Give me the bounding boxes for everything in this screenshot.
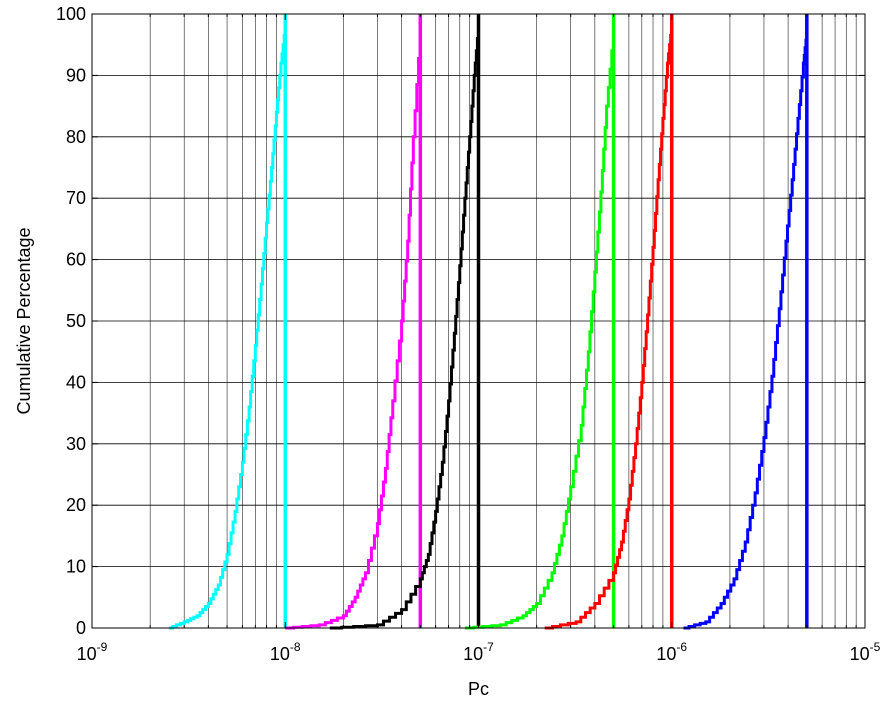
x-tick-label: 10-7 xyxy=(463,640,494,664)
y-tick-label: 80 xyxy=(66,127,86,147)
y-tick-label: 0 xyxy=(76,618,86,638)
axis-ticks xyxy=(91,13,865,629)
series-line xyxy=(285,14,422,630)
series-line xyxy=(464,14,616,630)
y-tick-label: 100 xyxy=(56,4,86,24)
series-line xyxy=(329,14,480,630)
y-tick-label: 40 xyxy=(66,372,86,392)
y-tick-label: 90 xyxy=(66,65,86,85)
x-tick-label: 10-9 xyxy=(77,640,108,664)
x-tick-label: 10-8 xyxy=(270,640,301,664)
y-tick-label: 10 xyxy=(66,557,86,577)
y-tick-label: 30 xyxy=(66,434,86,454)
series-line xyxy=(168,14,287,630)
y-tick-label: 60 xyxy=(66,250,86,270)
y-tick-label: 70 xyxy=(66,188,86,208)
x-axis-title: Pc xyxy=(468,679,489,699)
series-line xyxy=(683,14,809,630)
y-tick-label: 50 xyxy=(66,311,86,331)
x-tick-label: 10-5 xyxy=(850,640,881,664)
data-series xyxy=(168,14,809,630)
series-line xyxy=(544,14,674,630)
y-axis-title: Cumulative Percentage xyxy=(14,227,34,414)
y-tick-label: 20 xyxy=(66,495,86,515)
tick-labels: 10-9 10-8 10-7 10-6 10-5 0 10 20 30 40 50 60 70 80 90 1… xyxy=(56,4,881,664)
x-tick-label: 10-6 xyxy=(656,640,687,664)
